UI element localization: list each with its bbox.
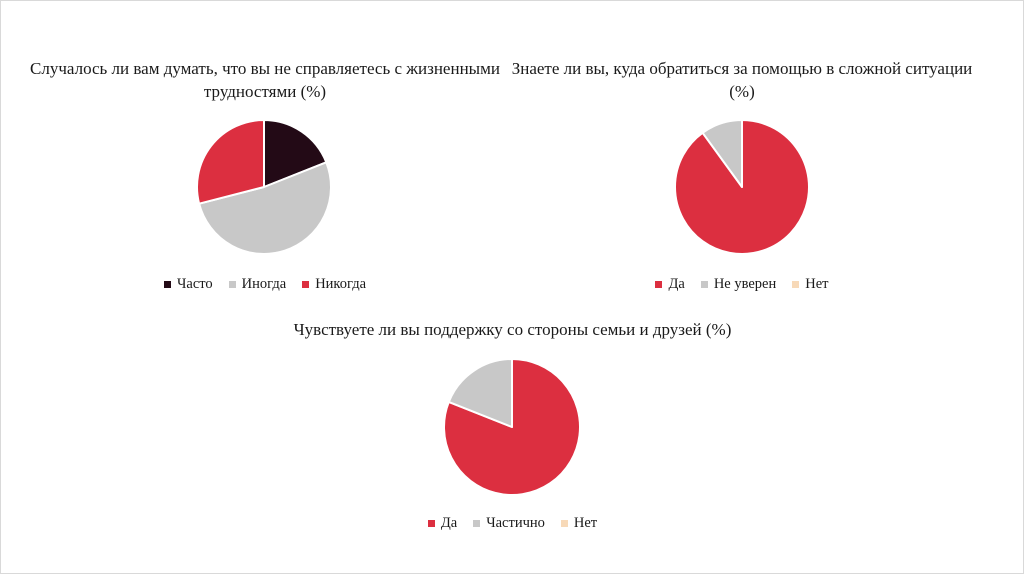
pie — [196, 119, 332, 255]
legend: Да Частично Нет — [210, 515, 815, 532]
legend-swatch — [792, 281, 800, 288]
chart-title: Случалось ли вам думать, что вы не справ… — [30, 59, 500, 101]
pie — [443, 358, 581, 496]
legend-swatch — [473, 520, 481, 527]
pie-chart-support: Чувствуете ли вы поддержку со стороны се… — [210, 318, 815, 548]
pie-slice-да — [443, 358, 581, 496]
legend-item-no: Нет — [560, 515, 598, 532]
legend-label: Не уверен — [713, 276, 777, 292]
legend-item-never: Никогда — [302, 276, 366, 293]
pie-slice-частично — [447, 358, 513, 428]
chart-title: Чувствуете ли вы поддержку со стороны се… — [293, 320, 732, 339]
legend-item-often: Часто — [163, 276, 213, 293]
legend-swatch — [163, 281, 171, 288]
legend-swatch — [302, 281, 310, 288]
pie-chart-coping: Случалось ли вам думать, что вы не справ… — [20, 57, 510, 307]
legend-item-yes: Да — [655, 276, 685, 293]
legend: Да Не уверен Нет — [500, 276, 984, 293]
legend-label: Никогда — [315, 276, 367, 292]
legend-swatch — [228, 281, 236, 288]
legend-item-yes: Да — [427, 515, 458, 532]
legend-item-sometimes: Иногда — [228, 276, 287, 293]
legend-label: Нет — [573, 515, 598, 531]
pie-slice-никогда — [196, 119, 265, 205]
legend-label: Часто — [176, 276, 213, 292]
pie — [674, 119, 810, 255]
legend: Часто Иногда Никогда — [20, 276, 510, 293]
pie-chart-help: Знаете ли вы, куда обратиться за помощью… — [500, 57, 984, 307]
legend-swatch — [560, 520, 568, 527]
pie-slice-иногда — [198, 161, 332, 255]
legend-label: Частично — [486, 515, 545, 531]
legend-label: Да — [668, 276, 685, 292]
legend-swatch — [427, 520, 435, 527]
legend-swatch — [700, 281, 708, 288]
pie-slice-не-уверен — [701, 119, 743, 188]
legend-label: Нет — [805, 276, 829, 292]
legend-swatch — [655, 281, 663, 288]
legend-label: Да — [440, 515, 458, 531]
legend-label: Иногда — [241, 276, 287, 292]
legend-item-no: Нет — [792, 276, 829, 293]
legend-item-not-sure: Не уверен — [700, 276, 777, 293]
chart-title: Знаете ли вы, куда обратиться за помощью… — [511, 59, 973, 101]
legend-item-partially: Частично — [473, 515, 545, 532]
pie-slice-часто — [263, 119, 328, 188]
